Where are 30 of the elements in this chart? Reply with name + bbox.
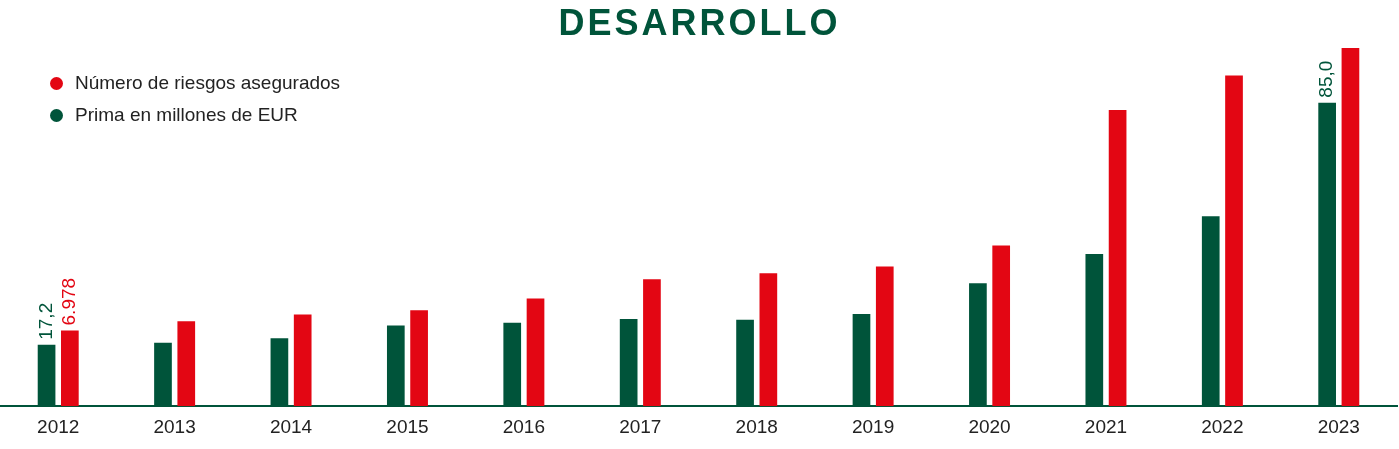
x-tick-label: 2012	[37, 415, 80, 437]
x-tick-label: 2017	[619, 415, 662, 437]
bar	[1225, 75, 1243, 407]
x-tick-label: 2019	[851, 415, 895, 437]
bar	[293, 314, 312, 407]
x-tick-label: 2014	[269, 415, 313, 437]
bar	[410, 310, 428, 407]
data-label: 17,2	[34, 302, 56, 340]
chart-title: DESARROLLO	[557, 2, 842, 44]
bar	[526, 298, 545, 407]
bar	[643, 279, 661, 407]
bar	[759, 273, 778, 407]
bar	[177, 321, 196, 407]
bar	[875, 266, 894, 407]
bar	[1341, 48, 1360, 407]
legend-label: Número de riesgos asegurados	[75, 72, 341, 94]
x-tick-label: 2015	[386, 415, 429, 437]
x-tick-label: 2020	[968, 415, 1011, 437]
legend-label: Prima en millones de EUR	[75, 104, 298, 126]
x-tick-label: 2018	[735, 415, 778, 437]
x-tick-label: 2023	[1317, 415, 1360, 437]
bar	[61, 330, 79, 407]
bar	[1108, 109, 1127, 407]
data-label: 6.978	[58, 277, 80, 326]
data-label: 85,0	[1315, 60, 1337, 98]
x-tick-label: 2013	[153, 415, 196, 437]
bar	[992, 245, 1011, 407]
x-tick-label: 2021	[1084, 415, 1128, 437]
x-tick-label: 2022	[1201, 415, 1244, 437]
x-tick-label: 2016	[502, 415, 546, 437]
